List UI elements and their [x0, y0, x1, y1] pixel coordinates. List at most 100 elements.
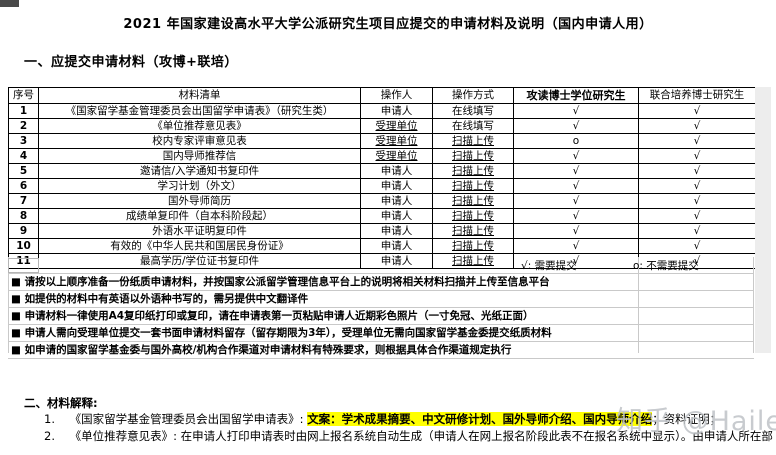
table-row: 1 《国家留学基金管理委员会出国留学申请表》（研究生类） 申请人 在线填写 √ …	[8, 103, 756, 119]
materials-table: 序号 材料清单 操作人 操作方式 攻读博士学位研究生 联合培养博士研究生 1 《…	[8, 87, 756, 269]
cell-phd: √	[513, 103, 639, 119]
cell-material: 国外导师简历	[38, 193, 361, 209]
item-number: 2.	[44, 429, 55, 443]
table-row: 11 最高学历/学位证书复印件 申请人 扫描上传 √ √	[8, 253, 756, 269]
cell-method: 扫描上传	[432, 163, 514, 179]
cell-no: 2	[8, 118, 39, 134]
cell-operator: 申请人	[360, 193, 433, 209]
cell-no: 8	[8, 208, 39, 224]
cell-material: 成绩单复印件（自本科阶段起）	[38, 208, 361, 224]
cell-joint: √	[638, 163, 756, 179]
section2-heading: 二、材料解释:	[24, 396, 98, 410]
cell-operator: 申请人	[360, 208, 433, 224]
cell-operator: 申请人	[360, 238, 433, 254]
cell-joint: √	[638, 148, 756, 164]
cell-joint: √	[638, 253, 756, 269]
grid-line	[638, 257, 639, 353]
table-row: 7 国外导师简历 申请人 扫描上传 √ √	[8, 193, 756, 209]
cell-joint: √	[638, 178, 756, 194]
cell-phd: o	[513, 133, 639, 149]
cell-joint: √	[638, 223, 756, 239]
item-text: 《国家留学基金管理委员会出国留学申请表》:	[69, 412, 308, 426]
cell-phd: √	[513, 163, 639, 179]
cell-no: 6	[8, 178, 39, 194]
cell-operator: 申请人	[360, 178, 433, 194]
cell-joint: √	[638, 208, 756, 224]
table-header-row: 序号 材料清单 操作人 操作方式 攻读博士学位研究生 联合培养博士研究生	[8, 87, 756, 104]
cell-no: 1	[8, 103, 39, 119]
col-header-joint: 联合培养博士研究生	[638, 87, 756, 104]
cell-operator: 申请人	[360, 253, 433, 269]
cell-joint: √	[638, 193, 756, 209]
cell-no: 3	[8, 133, 39, 149]
col-header-no: 序号	[8, 87, 39, 104]
cell-no: 10	[8, 238, 39, 254]
cell-method: 扫描上传	[432, 148, 514, 164]
cell-phd: √	[513, 118, 639, 134]
cell-operator: 申请人	[360, 163, 433, 179]
cell-phd: √	[513, 238, 639, 254]
note-item: ■ 如提供的材料中有英语以外语种书写的，需另提供中文翻译件	[8, 291, 754, 308]
item-number: 1.	[44, 412, 55, 426]
table-row: 2 《单位推荐意见表》 受理单位 在线填写 √ √	[8, 118, 756, 134]
grid-line	[753, 257, 754, 353]
cell-no: 5	[8, 163, 39, 179]
sheet-edge-strip	[755, 87, 771, 353]
table-row: 5 邀请信/入学通知书复印件 申请人 扫描上传 √ √	[8, 163, 756, 179]
col-header-phd: 攻读博士学位研究生	[513, 87, 639, 104]
col-header-material: 材料清单	[38, 87, 361, 104]
cell-no: 9	[8, 223, 39, 239]
cell-material: 有效的《中华人民共和国居民身份证》	[38, 238, 361, 254]
table-row: 8 成绩单复印件（自本科阶段起） 申请人 扫描上传 √ √	[8, 208, 756, 224]
cell-operator: 受理单位	[360, 118, 433, 134]
page-title: 2021 年国家建设高水平大学公派研究生项目应提交的申请材料及说明（国内申请人用…	[123, 17, 653, 32]
cell-material: 《国家留学基金管理委员会出国留学申请表》（研究生类）	[38, 103, 361, 119]
legend-empty-cell	[8, 258, 39, 273]
cell-method: 扫描上传	[432, 223, 514, 239]
cell-joint: √	[638, 238, 756, 254]
item-text-suffix: ；资料证明；	[652, 412, 722, 426]
table-row: 4 国内导师推荐信 受理单位 扫描上传 √ √	[8, 148, 756, 164]
note-item: ■ 如申请的国家留学基金委与国外高校/机构合作渠道对申请材料有特殊要求，则根据具…	[8, 342, 754, 359]
cell-phd: √	[513, 208, 639, 224]
cell-operator: 受理单位	[360, 148, 433, 164]
cell-method: 扫描上传	[432, 193, 514, 209]
table-row: 3 校内专家评审意见表 受理单位 扫描上传 o √	[8, 133, 756, 149]
note-item: ■ 请按以上顺序准备一份纸质申请材料，并按国家公派留学管理信息平台上的说明将相关…	[8, 274, 754, 291]
table-row: 10 有效的《中华人民共和国居民身份证》 申请人 扫描上传 √ √	[8, 238, 756, 254]
note-item: ■ 申请材料一律使用A4复印纸打印或复印，请在申请表第一页粘贴申请人近期彩色照片…	[8, 308, 754, 325]
cell-operator: 受理单位	[360, 133, 433, 149]
legend-not-required: o: 不需要提交	[633, 260, 699, 272]
cell-joint: √	[638, 103, 756, 119]
cell-method: 扫描上传	[432, 133, 514, 149]
cell-phd: √	[513, 178, 639, 194]
zhihu-watermark: 知乎 @Hailey	[616, 406, 776, 437]
cell-material: 邀请信/入学通知书复印件	[38, 163, 361, 179]
cell-joint: √	[638, 133, 756, 149]
cell-phd: √	[513, 253, 639, 269]
cell-joint: √	[638, 118, 756, 134]
cell-method: 扫描上传	[432, 208, 514, 224]
explanation-item: 1. 《国家留学基金管理委员会出国留学申请表》: 文案：学术成果摘要、中文研修计…	[44, 411, 776, 427]
cell-material: 国内导师推荐信	[38, 148, 361, 164]
legend-required: √: 需要提交	[521, 260, 577, 272]
cell-material: 学习计划（外文）	[38, 178, 361, 194]
highlighted-text: 文案：学术成果摘要、中文研修计划、国外导师介绍、国内导师介绍	[307, 412, 653, 426]
col-header-method: 操作方式	[432, 87, 514, 104]
cell-operator: 申请人	[360, 223, 433, 239]
cell-method: 在线填写	[432, 103, 514, 119]
legend-row: √: 需要提交 o: 不需要提交	[8, 257, 754, 274]
grid-line	[8, 257, 9, 353]
item-text: 《单位推荐意见表》: 在申请人打印申请表时由网上报名系统自动生成（申请人在网上报…	[69, 429, 773, 443]
section1-heading: 一、应提交申请材料（攻博+联培）	[24, 55, 238, 70]
cell-method: 扫描上传	[432, 253, 514, 269]
cell-material: 校内专家评审意见表	[38, 133, 361, 149]
cell-operator: 申请人	[360, 103, 433, 119]
scan-corner-mark	[0, 0, 19, 7]
table-row: 6 学习计划（外文） 申请人 扫描上传 √ √	[8, 178, 756, 194]
cell-no: 4	[8, 148, 39, 164]
table-row: 9 外语水平证明复印件 申请人 扫描上传 √ √	[8, 223, 756, 239]
note-item: ■ 申请人需向受理单位提交一套书面申请材料留存（留存期限为3年），受理单位无需向…	[8, 325, 754, 342]
col-header-operator: 操作人	[360, 87, 433, 104]
